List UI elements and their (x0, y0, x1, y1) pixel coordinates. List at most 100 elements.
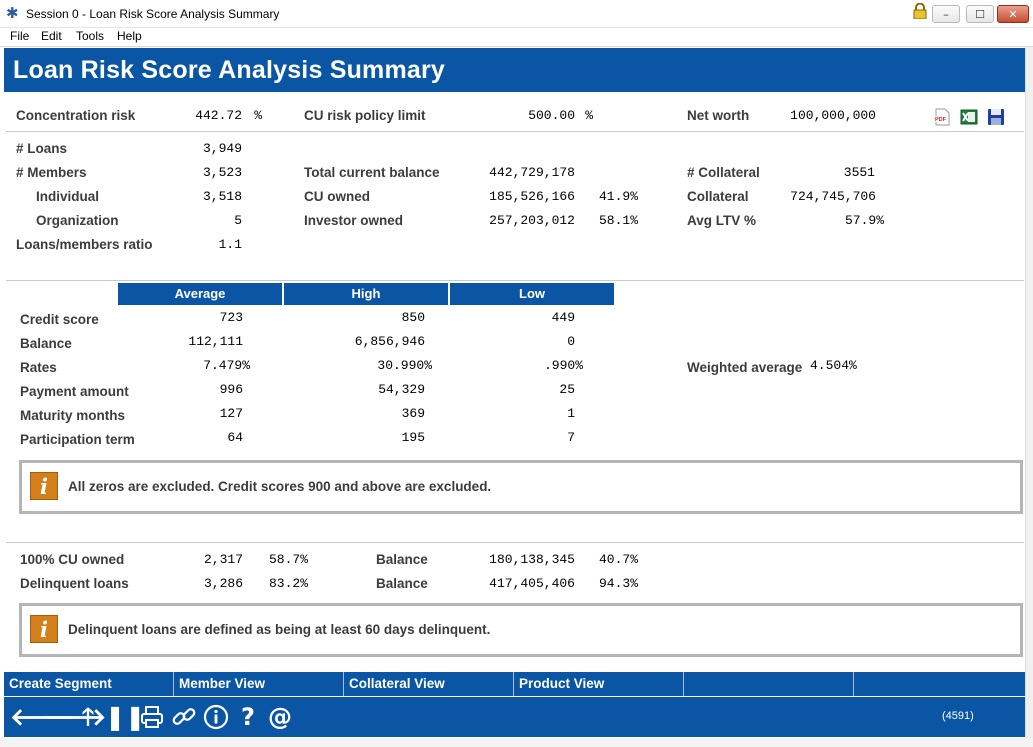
collateral-value: 724,745,706 (790, 189, 876, 204)
up-arrow-icon[interactable]: 🡑 (81, 703, 95, 731)
menu-file[interactable]: File (10, 29, 30, 43)
avg-ltv-value: 57.9% (844, 213, 884, 228)
info-message-exclusions: i All zeros are excluded. Credit scores … (19, 460, 1023, 514)
collateral-view-button[interactable]: Collateral View (344, 672, 514, 696)
save-icon[interactable] (987, 108, 1005, 126)
link-icon[interactable] (170, 703, 198, 731)
cu-risk-policy-limit-value: 500.00 (528, 108, 575, 123)
loans-label: # Loans (16, 141, 68, 156)
menu-bar: File Edit Tools Help (0, 28, 1033, 47)
create-segment-button[interactable]: Create Segment (4, 672, 174, 696)
stat-label-maturity-months: Maturity months (20, 408, 126, 423)
close-button[interactable]: ✕ (997, 5, 1029, 23)
weighted-average-value: 4.504% (810, 358, 857, 373)
stat-avg-maturity-months: 127 (219, 406, 243, 421)
cu-owned-label: CU owned (304, 189, 370, 204)
divider (6, 542, 1024, 543)
individual-label: Individual (36, 189, 100, 204)
help-icon[interactable]: ? (241, 703, 255, 731)
cu-owned-100-label: 100% CU owned (20, 552, 125, 567)
cu-owned-100-balance: 180,138,345 (489, 552, 575, 567)
collateral-count-value: 3551 (843, 165, 875, 180)
cu-owned-pct: 41.9% (598, 189, 638, 204)
stat-low-balance: 0 (567, 334, 575, 349)
delinquent-balance-label: Balance (376, 576, 428, 591)
print-icon[interactable] (138, 703, 166, 731)
divider (6, 131, 1024, 132)
footer-nav: Create Segment Member View Collateral Vi… (4, 672, 1025, 696)
concentration-risk-unit: % (254, 108, 262, 123)
stat-low-credit-score: 449 (551, 310, 575, 325)
collateral-count-label: # Collateral (687, 165, 760, 180)
investor-owned-pct: 58.1% (598, 213, 638, 228)
stat-label-payment-amount: Payment amount (20, 384, 129, 399)
stat-label-participation-term: Participation term (20, 432, 135, 447)
total-balance-label: Total current balance (304, 165, 440, 180)
stat-avg-balance: 112,111 (188, 334, 243, 349)
svg-text:PDF: PDF (935, 117, 947, 123)
cu-risk-policy-limit-label: CU risk policy limit (304, 108, 426, 123)
product-view-button[interactable]: Product View (514, 672, 684, 696)
investor-owned-label: Investor owned (304, 213, 404, 228)
info-icon: i (30, 472, 58, 500)
page-header: Loan Risk Score Analysis Summary (4, 48, 1025, 92)
loans-members-ratio-value: 1.1 (218, 237, 242, 252)
pdf-export-icon[interactable]: PDF (933, 108, 951, 126)
concentration-risk-value: 442.72 (195, 108, 242, 123)
email-at-icon[interactable]: @ (268, 703, 292, 731)
lock-icon (913, 3, 927, 19)
organization-label: Organization (36, 213, 119, 228)
menu-tools[interactable]: Tools (76, 29, 105, 43)
menu-edit[interactable]: Edit (41, 29, 62, 43)
stat-low-rates: .990% (543, 358, 583, 373)
stat-label-rates: Rates (20, 360, 57, 375)
cu-owned-100-pct: 58.7% (268, 552, 308, 567)
cu-owned-100-balance-pct: 40.7% (598, 552, 638, 567)
cu-owned-100-balance-label: Balance (376, 552, 428, 567)
minimize-button[interactable]: – (932, 5, 960, 23)
delinquent-balance: 417,405,406 (489, 576, 575, 591)
delinquent-loans-value: 3,286 (203, 576, 243, 591)
concentration-risk-label: Concentration risk (16, 108, 136, 123)
stat-label-credit-score: Credit score (20, 312, 99, 327)
member-view-button[interactable]: Member View (174, 672, 344, 696)
stat-low-participation-term: 7 (567, 430, 575, 445)
vertical-scrollbar[interactable] (1025, 47, 1033, 747)
menu-help[interactable]: Help (117, 29, 142, 43)
stat-low-payment-amount: 25 (559, 382, 575, 397)
info-circle-icon[interactable] (202, 703, 230, 731)
stat-avg-rates: 7.479% (203, 358, 250, 373)
empty-tab-slot (684, 672, 854, 696)
status-strip (0, 738, 1033, 747)
total-balance-value: 442,729,178 (489, 165, 575, 180)
stat-avg-credit-score: 723 (219, 310, 243, 325)
collateral-label: Collateral (687, 189, 749, 204)
members-label: # Members (16, 165, 87, 180)
investor-owned-value: 257,203,012 (489, 213, 575, 228)
stat-high-balance: 6,856,946 (354, 334, 425, 349)
loans-value: 3,949 (202, 141, 242, 156)
bottom-toolbar: 🡐 🡒 🡑 ❚❚ ? @ (4591) (4, 697, 1025, 737)
info-message-delinquent: i Delinquent loans are defined as being … (19, 603, 1023, 657)
forward-arrow-icon[interactable]: 🡒 (42, 703, 107, 731)
info-icon: i (30, 615, 58, 643)
info-message-text: Delinquent loans are defined as being at… (68, 622, 491, 637)
weighted-average-label: Weighted average (687, 360, 803, 375)
maximize-button[interactable]: ☐ (966, 5, 994, 23)
back-arrow-icon[interactable]: 🡐 (10, 703, 75, 731)
delinquent-loans-pct: 83.2% (268, 576, 308, 591)
cu-owned-100-value: 2,317 (203, 552, 243, 567)
stat-label-balance: Balance (20, 336, 72, 351)
divider (6, 280, 1024, 281)
window-title: Session 0 - Loan Risk Score Analysis Sum… (26, 7, 280, 21)
delinquent-balance-pct: 94.3% (598, 576, 638, 591)
stat-avg-payment-amount: 996 (219, 382, 243, 397)
screen-id: (4591) (942, 710, 974, 722)
info-message-text: All zeros are excluded. Credit scores 90… (68, 479, 492, 494)
stat-low-maturity-months: 1 (567, 406, 575, 421)
col-header-low: Low (450, 283, 614, 305)
col-header-average: Average (118, 283, 282, 305)
pause-icon[interactable]: ❚❚ (105, 703, 146, 731)
excel-export-icon[interactable] (960, 108, 978, 126)
app-icon: ✱ (6, 5, 19, 22)
